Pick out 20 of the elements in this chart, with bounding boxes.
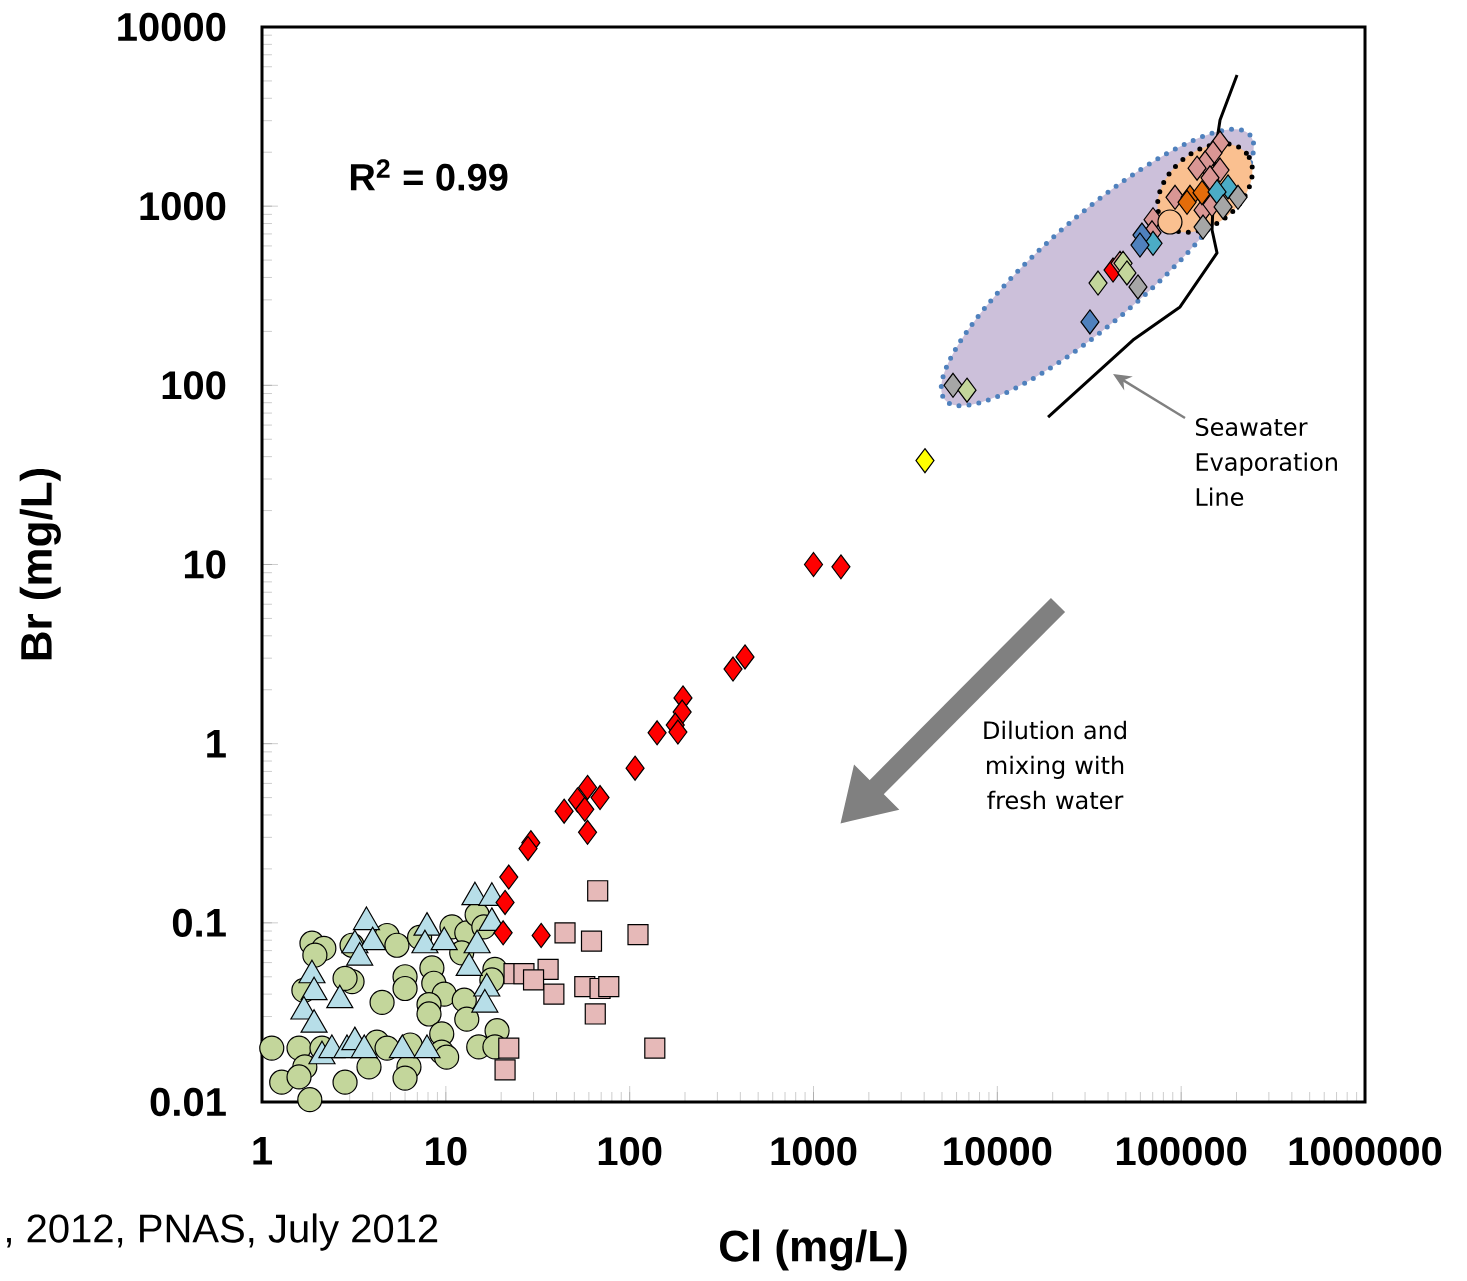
x-tick-label: 10000 bbox=[944, 1137, 1052, 1166]
y-tick-label: 1000 bbox=[140, 192, 226, 221]
x-tick-label: 10 bbox=[426, 1137, 467, 1166]
annotation: Dilution and mixing with fresh water bbox=[984, 720, 1126, 810]
text: , 2012, PNAS, July 2012 bbox=[7, 1213, 438, 1251]
y-tick-label: 10 bbox=[184, 550, 226, 579]
x-tick-label: 100000 bbox=[1116, 1137, 1247, 1166]
y-tick-label: 10000 bbox=[118, 12, 226, 42]
x-tick-label: 1000000 bbox=[1289, 1137, 1442, 1166]
y-tick-label: 1 bbox=[207, 729, 226, 758]
y-tick-label: 100 bbox=[162, 371, 226, 400]
x-tick-label: 1000 bbox=[771, 1137, 857, 1166]
y-axis-title: Br (mg/L) bbox=[19, 468, 61, 660]
x-tick-label: 100 bbox=[598, 1137, 662, 1166]
x-axis-title: Cl (mg/L) bbox=[720, 1229, 907, 1271]
annotation: R$^{2}$ = 0.99 bbox=[350, 159, 508, 191]
y-tick-label: 0.01 bbox=[150, 1087, 226, 1117]
y-tick-label: 0.1 bbox=[172, 908, 226, 937]
annotation: Seawater Evaporation Line bbox=[1195, 417, 1337, 507]
x-tick-label: 1 bbox=[253, 1137, 273, 1165]
